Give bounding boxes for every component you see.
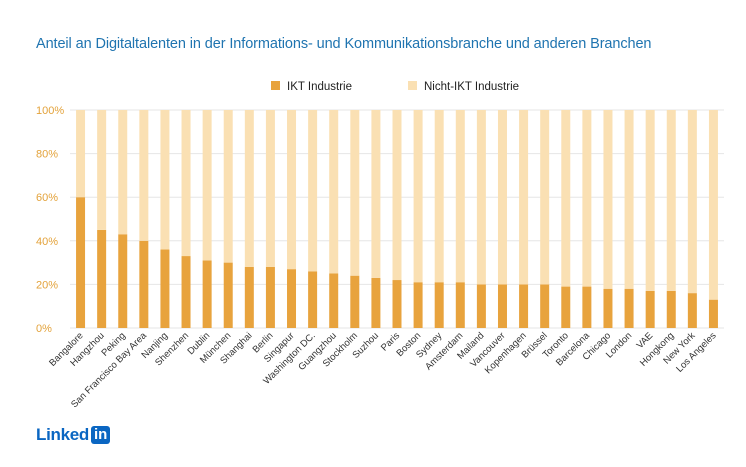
bar-nicht-ikt [434, 110, 444, 283]
bar-nicht-ikt [265, 110, 275, 267]
y-tick-label: 80% [36, 149, 58, 161]
bar-ikt [413, 282, 423, 328]
bar-ikt [603, 288, 613, 328]
bar-nicht-ikt [708, 110, 718, 300]
y-tick-label: 100% [36, 105, 64, 117]
chart-title: Anteil an Digitaltalenten in der Informa… [36, 36, 652, 52]
bar-nicht-ikt [476, 110, 486, 285]
bar-nicht-ikt [582, 110, 592, 287]
bar-ikt [160, 249, 170, 328]
legend-label-nicht-ikt: Nicht-IKT Industrie [424, 81, 519, 93]
bar-ikt [329, 273, 339, 328]
bar-ikt [434, 282, 444, 328]
bar-nicht-ikt [455, 110, 465, 283]
bar-ikt [308, 271, 318, 328]
bar-ikt [561, 286, 571, 328]
bar-nicht-ikt [392, 110, 402, 281]
bar-nicht-ikt [223, 110, 233, 263]
y-tick-label: 0% [36, 323, 52, 335]
bar-ikt [139, 240, 149, 328]
bar-ikt [223, 262, 233, 328]
y-tick-label: 40% [36, 236, 58, 248]
bar-ikt [371, 277, 381, 328]
bar-nicht-ikt [624, 110, 634, 289]
bar-nicht-ikt [329, 110, 339, 274]
bar-ikt [645, 290, 655, 328]
bar-nicht-ikt [497, 110, 507, 285]
bar-ikt [181, 256, 191, 328]
bar-nicht-ikt [308, 110, 318, 272]
bar-nicht-ikt [118, 110, 128, 235]
bar-ikt [265, 266, 275, 328]
logo-wordmark: Linked [36, 425, 89, 444]
bar-nicht-ikt [519, 110, 529, 285]
bar-ikt [582, 286, 592, 328]
bar-nicht-ikt [244, 110, 254, 267]
bar-nicht-ikt [97, 110, 107, 230]
bar-ikt [455, 282, 465, 328]
y-tick-label: 20% [36, 279, 58, 291]
linkedin-logo: Linked in [36, 425, 111, 445]
bar-ikt [392, 280, 402, 328]
bar-nicht-ikt [287, 110, 297, 270]
bar-nicht-ikt [645, 110, 655, 291]
bar-nicht-ikt [202, 110, 212, 261]
bar-nicht-ikt [413, 110, 423, 283]
logo-badge: in [91, 426, 111, 444]
bar-nicht-ikt [540, 110, 550, 285]
y-tick-label: 60% [36, 192, 58, 204]
bar-ikt [118, 234, 128, 328]
bar-ikt [76, 197, 86, 328]
bar-ikt [519, 284, 529, 328]
bar-nicht-ikt [160, 110, 170, 250]
legend-label-ikt: IKT Industrie [287, 81, 352, 93]
bar-nicht-ikt [371, 110, 381, 278]
bar-ikt [708, 299, 718, 328]
bar-nicht-ikt [350, 110, 360, 276]
bar-ikt [97, 229, 107, 328]
bar-ikt [287, 269, 297, 328]
y-axis-ticks: 0% 20% 40% 60% 80% 100% [36, 105, 64, 335]
bar-nicht-ikt [666, 110, 676, 291]
bar-ikt [202, 260, 212, 328]
bar-nicht-ikt [139, 110, 149, 241]
bar-nicht-ikt [603, 110, 613, 289]
bar-ikt [624, 288, 634, 328]
bar-nicht-ikt [561, 110, 571, 287]
bar-ikt [350, 275, 360, 328]
legend-swatch-nicht-ikt [408, 81, 417, 90]
bar-ikt [540, 284, 550, 328]
bar-ikt [497, 284, 507, 328]
legend-swatch-ikt [271, 81, 280, 90]
bar-nicht-ikt [181, 110, 191, 257]
bars [76, 110, 718, 328]
bar-nicht-ikt [76, 110, 86, 198]
legend: IKT Industrie Nicht-IKT Industrie [271, 81, 519, 93]
bar-ikt [687, 293, 697, 328]
bar-ikt [476, 284, 486, 328]
bar-ikt [666, 290, 676, 328]
bar-ikt [244, 266, 254, 328]
bar-nicht-ikt [687, 110, 697, 294]
